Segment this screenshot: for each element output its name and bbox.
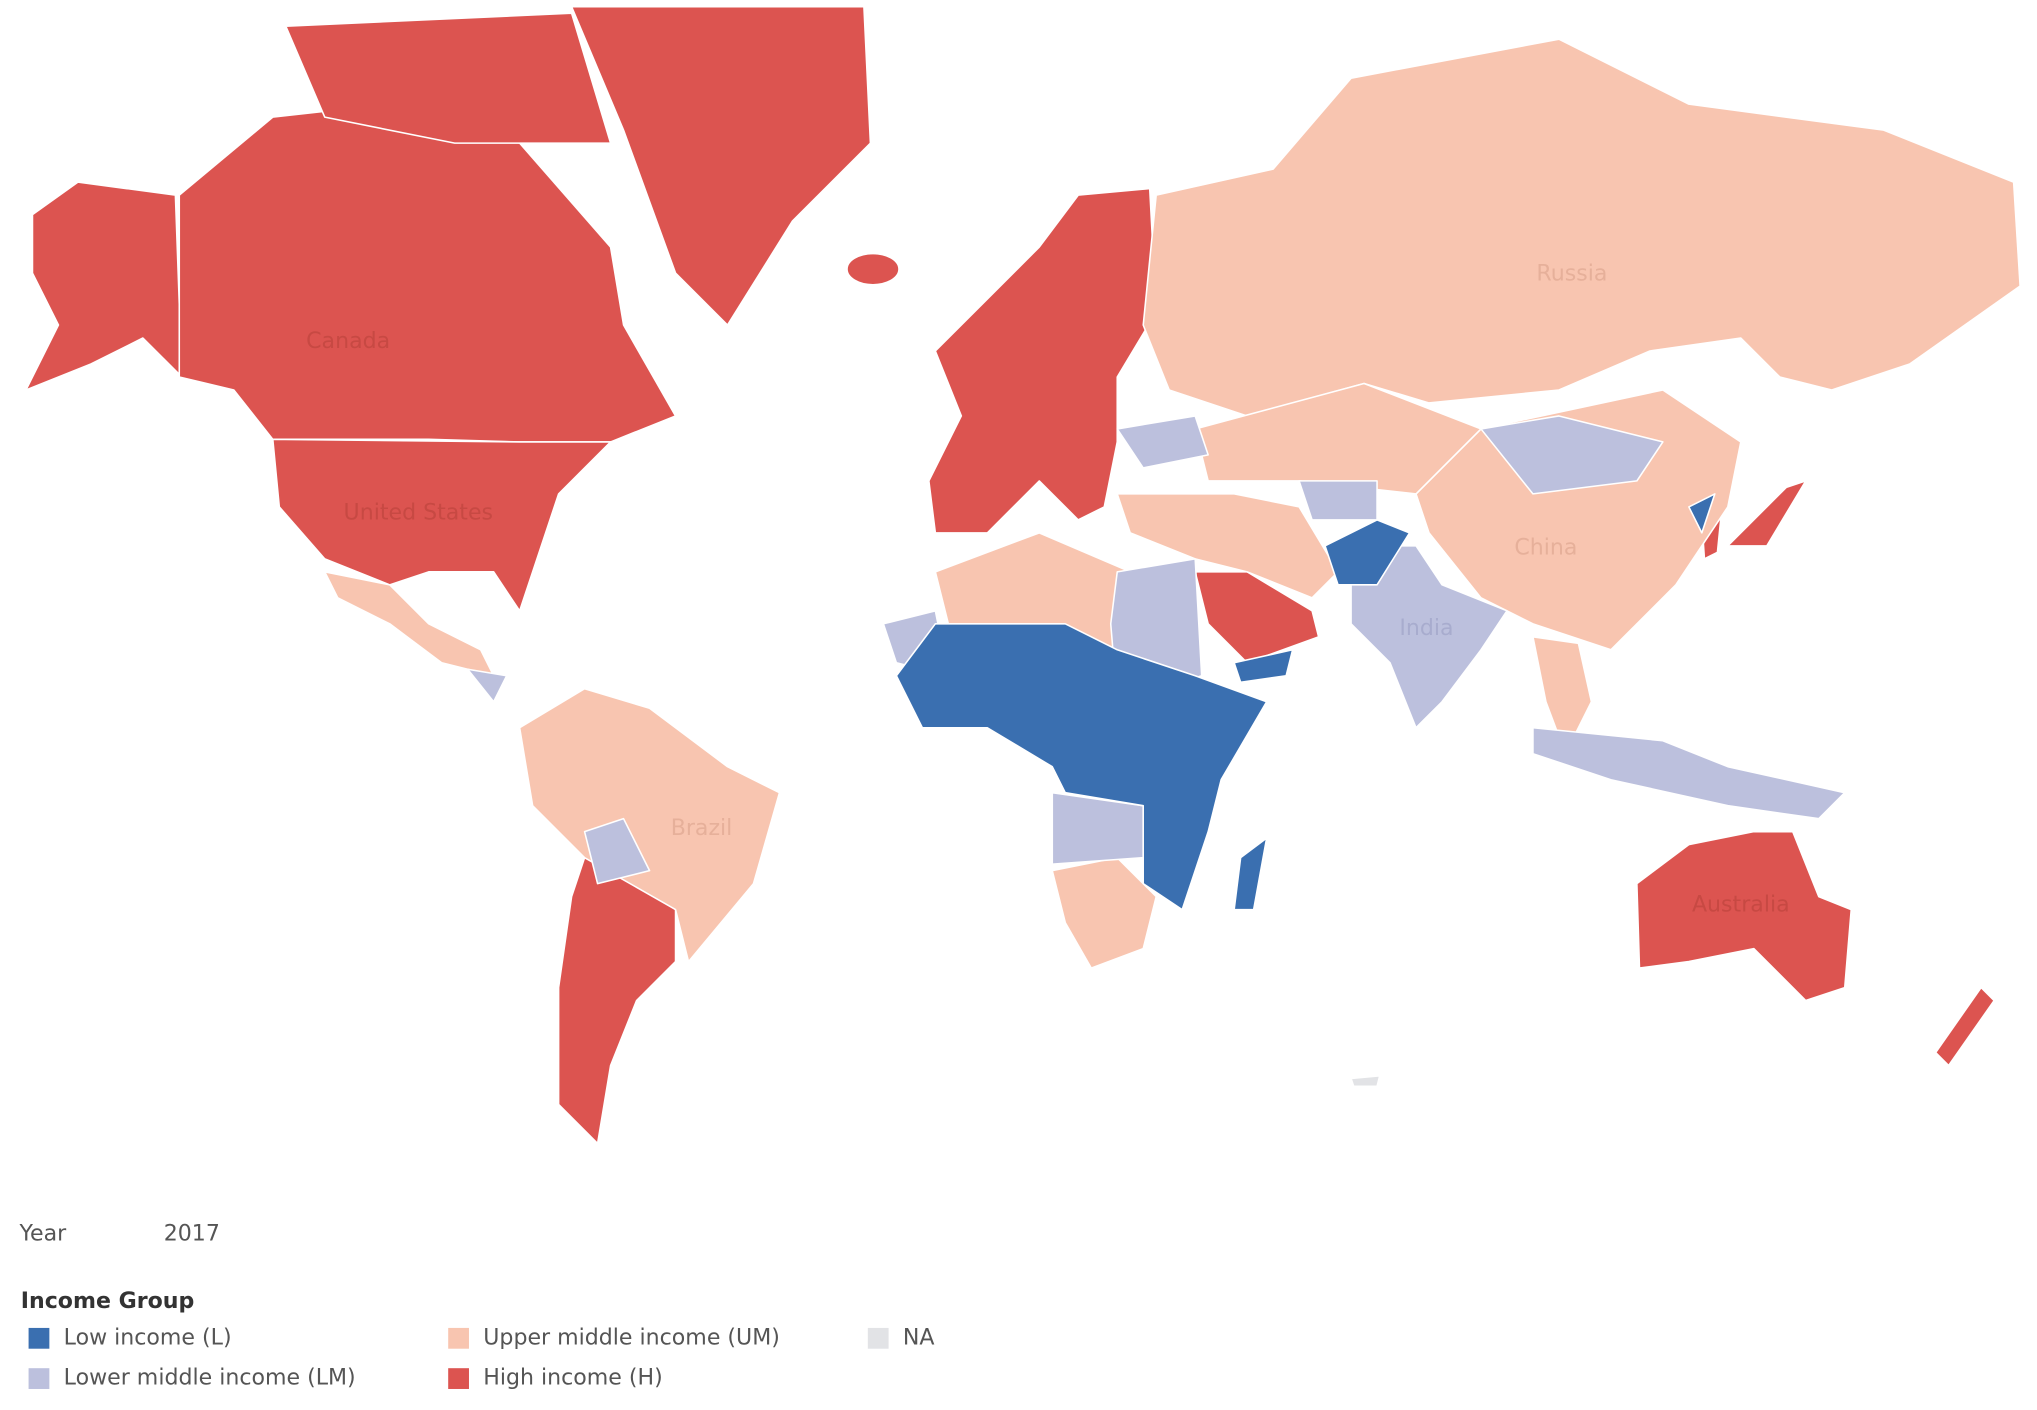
country-label: Brazil bbox=[671, 816, 733, 841]
country-region[interactable] bbox=[1142, 38, 2021, 417]
legend-swatch[interactable] bbox=[867, 1327, 889, 1349]
country-region[interactable] bbox=[557, 856, 677, 1145]
country-region[interactable] bbox=[1532, 726, 1846, 820]
country-region[interactable] bbox=[1194, 382, 1482, 495]
country-region[interactable] bbox=[1350, 545, 1508, 729]
country-label: Canada bbox=[306, 329, 390, 354]
country-region[interactable] bbox=[1051, 856, 1157, 969]
country-region[interactable] bbox=[1233, 837, 1268, 911]
country-label: Russia bbox=[1536, 261, 1607, 286]
country-region[interactable] bbox=[570, 5, 872, 326]
country-region[interactable] bbox=[1415, 389, 1742, 651]
country-region[interactable] bbox=[1688, 493, 1716, 534]
legend: Income Group Low income (L) Upper middle … bbox=[21, 1289, 935, 1391]
world-map bbox=[25, 5, 2021, 1145]
country-region[interactable] bbox=[1532, 636, 1593, 755]
legend-swatch[interactable] bbox=[448, 1327, 469, 1349]
country-region[interactable] bbox=[272, 438, 612, 612]
country-region[interactable] bbox=[846, 252, 900, 286]
country-region[interactable] bbox=[1298, 480, 1378, 521]
country-region[interactable] bbox=[1116, 415, 1209, 469]
country-region[interactable] bbox=[1480, 415, 1664, 495]
country-region[interactable] bbox=[466, 668, 508, 703]
country-label: Australia bbox=[1692, 893, 1790, 918]
legend-swatch[interactable] bbox=[28, 1327, 50, 1349]
country-region[interactable] bbox=[1934, 986, 1995, 1067]
country-region[interactable] bbox=[285, 12, 612, 144]
country-region[interactable] bbox=[25, 181, 183, 391]
country-region[interactable] bbox=[1324, 519, 1411, 586]
country-region[interactable] bbox=[1727, 480, 1807, 547]
country-region[interactable] bbox=[928, 187, 1157, 534]
country-region[interactable] bbox=[1233, 649, 1294, 684]
country-region[interactable] bbox=[518, 687, 781, 963]
country-region[interactable] bbox=[1636, 830, 1853, 1002]
country-region[interactable] bbox=[323, 571, 495, 677]
filter-value[interactable]: 2017 bbox=[164, 1221, 220, 1246]
legend-title: Income Group bbox=[21, 1289, 195, 1314]
legend-label[interactable]: Upper middle income (UM) bbox=[483, 1325, 780, 1350]
legend-label[interactable]: High income (H) bbox=[483, 1366, 662, 1391]
country-region[interactable] bbox=[178, 103, 677, 443]
legend-swatch[interactable] bbox=[448, 1368, 469, 1389]
country-label: China bbox=[1514, 535, 1577, 560]
country-region[interactable] bbox=[1116, 493, 1339, 599]
country-region[interactable] bbox=[1350, 1075, 1381, 1088]
filter-label: Year bbox=[18, 1221, 67, 1246]
legend-swatch[interactable] bbox=[28, 1368, 50, 1389]
country-label: India bbox=[1399, 616, 1453, 641]
country-label: United States bbox=[344, 500, 494, 525]
country-labels: Canada United States Russia China India … bbox=[306, 261, 1789, 917]
country-region[interactable] bbox=[583, 817, 651, 885]
country-region[interactable] bbox=[895, 623, 1268, 911]
legend-label[interactable]: NA bbox=[903, 1325, 935, 1350]
year-filter[interactable]: Year 2017 bbox=[18, 1221, 219, 1246]
legend-label[interactable]: Lower middle income (LM) bbox=[64, 1366, 356, 1391]
legend-label[interactable]: Low income (L) bbox=[64, 1325, 232, 1350]
